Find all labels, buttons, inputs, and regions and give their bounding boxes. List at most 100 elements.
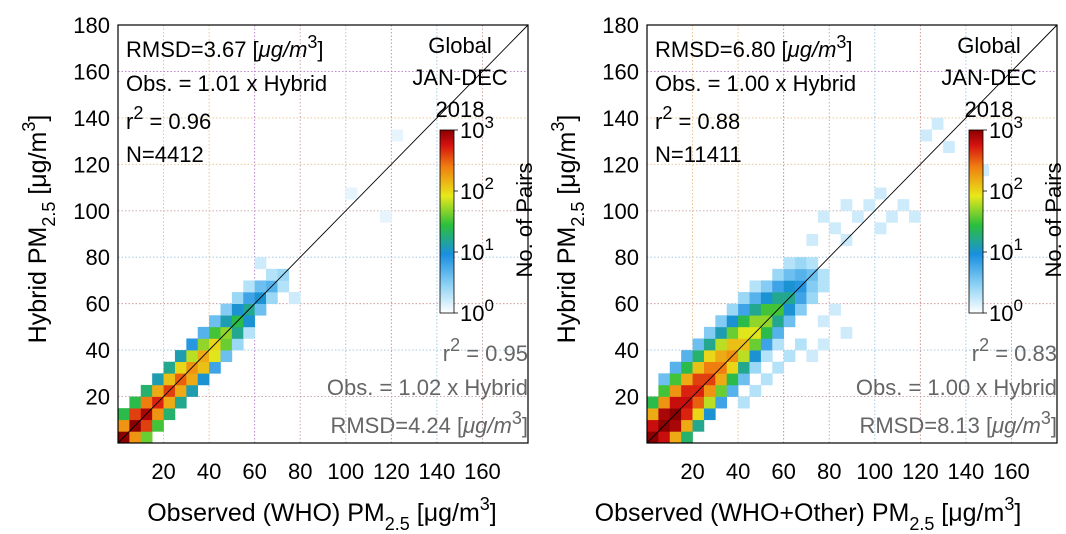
left-density-cell <box>152 384 164 397</box>
right-density-cell <box>863 199 876 212</box>
left-y-axis-label: Hybrid PM2.5 [μg/m3] <box>19 115 59 344</box>
right-density-cell <box>726 326 739 339</box>
right-density-cell <box>738 326 750 339</box>
left-density-cell <box>254 280 267 293</box>
right-density-cell <box>726 361 739 374</box>
right-density-cell <box>840 326 853 339</box>
right-density-cell <box>783 280 796 293</box>
right-density-cell <box>760 292 773 304</box>
right-density-cell <box>749 350 762 363</box>
right-heatmap-panel: 20 40 60 80 100 120 140 160 20 40 60 80 100 120 140 16… <box>548 13 1066 534</box>
right-density-cell <box>908 210 921 223</box>
right-y-tick-label: 140 <box>602 106 639 131</box>
left-stat-bottom-obs: Obs. = 1.02 x Hybrid <box>327 375 528 400</box>
left-density-cell <box>163 361 176 374</box>
right-density-cell <box>658 396 671 409</box>
right-density-cell <box>669 396 682 409</box>
right-density-cell <box>749 361 762 374</box>
right-density-cell <box>840 199 853 212</box>
left-colorbar-tick-label: 100 <box>460 296 494 326</box>
left-y-tick-label: 160 <box>73 59 110 84</box>
left-y-tick-label: 20 <box>86 385 110 410</box>
right-density-cell <box>760 303 773 316</box>
left-y-tick-label: 100 <box>73 199 110 224</box>
left-density-cell <box>254 303 267 316</box>
right-density-cell <box>692 408 705 421</box>
left-density-cell <box>140 431 153 444</box>
right-density-cell <box>681 373 693 386</box>
left-density-cell <box>174 350 187 363</box>
right-density-cell <box>874 187 887 200</box>
right-density-cell <box>806 280 819 293</box>
right-y-tick-labels: 20 40 60 80 100 120 140 160 180 <box>602 13 639 410</box>
right-density-cell <box>669 384 682 397</box>
right-density-cell <box>681 361 693 374</box>
right-density-cell <box>783 268 796 281</box>
left-density-cell <box>129 408 142 421</box>
left-x-tick-label: 80 <box>288 459 312 484</box>
left-density-cell <box>140 384 153 397</box>
left-density-cell <box>152 373 164 386</box>
left-density-cell <box>391 129 404 142</box>
right-density-cell <box>647 419 659 432</box>
left-colorbar-tick-label: 102 <box>460 174 494 204</box>
right-density-cell <box>738 396 750 409</box>
left-density-cell <box>186 373 199 386</box>
right-density-cell <box>886 210 898 223</box>
right-density-cell <box>738 303 750 316</box>
left-density-cell <box>231 292 244 304</box>
left-stat-r2: r2 = 0.96 <box>126 103 211 134</box>
left-x-tick-label: 160 <box>464 459 501 484</box>
right-x-tick-label: 140 <box>948 459 985 484</box>
right-density-cell <box>795 303 807 316</box>
right-stat-r2: r2 = 0.88 <box>655 103 740 134</box>
left-density-cell <box>118 408 130 421</box>
right-x-tick-label: 120 <box>902 459 939 484</box>
right-density-cell <box>681 384 693 397</box>
left-density-cell <box>197 326 210 339</box>
right-density-cell <box>658 384 671 397</box>
left-y-tick-label: 120 <box>73 152 110 177</box>
left-density-cell <box>379 210 392 223</box>
right-density-cell <box>806 292 819 304</box>
left-density-cell <box>220 315 233 328</box>
left-density-cell <box>140 419 153 432</box>
right-density-cell <box>738 292 750 304</box>
left-density-cell <box>209 326 221 339</box>
right-density-cell <box>692 338 705 351</box>
right-colorbar-tick-label: 100 <box>989 296 1023 326</box>
left-stat-rmsd: RMSD=3.67 [μg/m3] <box>126 32 324 62</box>
left-density-cell <box>197 338 210 351</box>
left-density-cell <box>243 292 255 304</box>
right-y-axis-label: Hybrid PM2.5 [μg/m3] <box>548 115 588 344</box>
left-x-tick-labels: 20 40 60 80 100 120 140 160 <box>151 459 500 484</box>
right-density-cell <box>829 303 841 316</box>
right-density-cell <box>806 234 819 246</box>
right-density-cell <box>669 419 682 432</box>
right-y-tick-label: 80 <box>615 245 639 270</box>
left-density-cell <box>209 350 221 363</box>
left-density-cell <box>220 303 233 316</box>
right-density-cell <box>806 350 819 363</box>
right-density-cell <box>692 396 705 409</box>
left-density-cell <box>197 361 210 374</box>
right-y-tick-label: 160 <box>602 59 639 84</box>
right-density-cell <box>795 338 807 351</box>
right-density-cell <box>772 315 784 328</box>
right-density-cell <box>703 396 716 409</box>
right-density-cell <box>715 315 728 328</box>
right-density-cell <box>726 384 739 397</box>
left-x-tick-label: 60 <box>242 459 266 484</box>
left-density-cell <box>243 315 255 328</box>
right-stat-obs: Obs. = 1.00 x Hybrid <box>655 71 856 96</box>
left-density-cell <box>231 326 244 339</box>
right-colorbar-gradient <box>968 129 984 314</box>
left-x-tick-label: 40 <box>197 459 221 484</box>
right-density-cell <box>669 373 682 386</box>
right-density-cell <box>795 292 807 304</box>
right-x-tick-label: 40 <box>726 459 750 484</box>
right-region-line2: JAN-DEC <box>941 65 1036 90</box>
left-colorbar: 100 101 102 103 <box>439 113 494 326</box>
right-colorbar-tick-label: 101 <box>989 235 1023 265</box>
